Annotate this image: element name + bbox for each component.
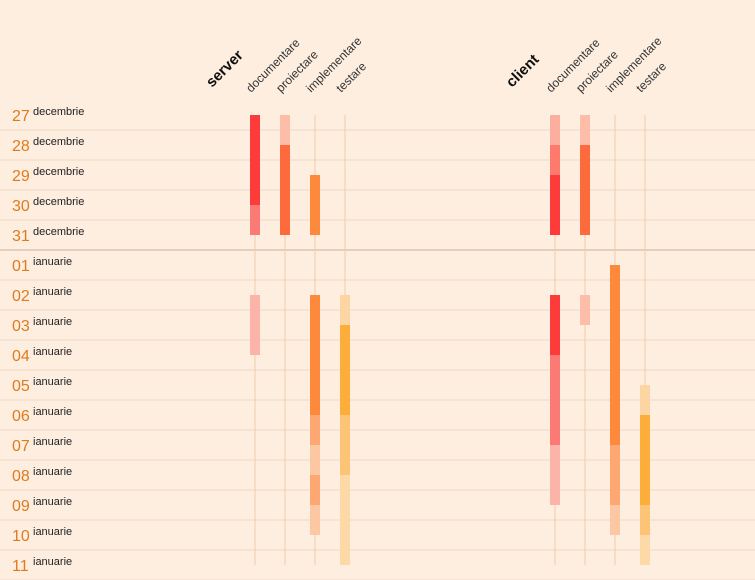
task-bar-segment xyxy=(580,115,590,145)
row-day-number: 27 xyxy=(12,108,30,125)
row-day-number: 31 xyxy=(12,228,30,245)
task-bar-segment xyxy=(310,295,320,415)
task-bar-segment xyxy=(550,295,560,355)
bars-layer xyxy=(250,115,650,565)
task-bar-segment xyxy=(610,505,620,535)
task-bar-segment xyxy=(610,265,620,445)
task-bar-segment xyxy=(640,535,650,565)
row-month-name: ianuarie xyxy=(33,496,72,508)
task-bar-segment xyxy=(340,325,350,415)
task-bar-segment xyxy=(310,175,320,235)
row-month-name: decembrie xyxy=(33,136,84,148)
row-month-name: decembrie xyxy=(33,106,84,118)
row-month-name: ianuarie xyxy=(33,436,72,448)
task-bar-segment xyxy=(250,115,260,205)
row-month-name: ianuarie xyxy=(33,526,72,538)
row-month-name: decembrie xyxy=(33,166,84,178)
group-label-client: client xyxy=(503,51,543,91)
task-bar-segment xyxy=(550,355,560,445)
task-bar-segment xyxy=(640,385,650,415)
task-bar-segment xyxy=(310,475,320,505)
row-day-number: 08 xyxy=(12,468,30,485)
task-bar-segment xyxy=(340,295,350,325)
task-bar-segment xyxy=(310,505,320,535)
task-bar-segment xyxy=(550,145,560,175)
row-month-name: decembrie xyxy=(33,226,84,238)
task-bar-segment xyxy=(610,445,620,505)
row-month-name: ianuarie xyxy=(33,376,72,388)
task-bar-segment xyxy=(310,415,320,445)
row-day-number: 28 xyxy=(12,138,30,155)
row-day-number: 01 xyxy=(12,258,30,275)
task-bar-segment xyxy=(280,145,290,235)
task-bar-segment xyxy=(550,445,560,505)
task-bar-segment xyxy=(340,475,350,565)
task-bar-segment xyxy=(550,115,560,145)
task-bar-segment xyxy=(340,415,350,475)
row-day-number: 10 xyxy=(12,528,30,545)
row-month-name: ianuarie xyxy=(33,346,72,358)
task-bar-segment xyxy=(550,175,560,235)
row-month-name: ianuarie xyxy=(33,316,72,328)
task-bar-segment xyxy=(580,145,590,235)
task-bar-segment xyxy=(250,295,260,355)
row-month-name: ianuarie xyxy=(33,256,72,268)
row-day-number: 05 xyxy=(12,378,30,395)
row-day-number: 09 xyxy=(12,498,30,515)
row-month-name: ianuarie xyxy=(33,556,72,568)
group-label-server: server xyxy=(203,47,247,91)
row-day-number: 04 xyxy=(12,348,30,365)
row-day-number: 11 xyxy=(12,558,29,575)
row-month-name: ianuarie xyxy=(33,466,72,478)
task-bar-segment xyxy=(310,445,320,475)
row-month-name: decembrie xyxy=(33,196,84,208)
rows-layer xyxy=(0,129,755,580)
row-day-number: 07 xyxy=(12,438,30,455)
task-bar-segment xyxy=(640,505,650,535)
task-bar-segment xyxy=(640,415,650,505)
row-month-name: ianuarie xyxy=(33,406,72,418)
row-day-number: 30 xyxy=(12,198,30,215)
task-bar-segment xyxy=(580,295,590,325)
row-day-number: 29 xyxy=(12,168,30,185)
task-bar-segment xyxy=(250,205,260,235)
row-month-name: ianuarie xyxy=(33,286,72,298)
row-day-number: 02 xyxy=(12,288,30,305)
row-day-number: 06 xyxy=(12,408,30,425)
task-bar-segment xyxy=(280,115,290,145)
row-day-number: 03 xyxy=(12,318,30,335)
